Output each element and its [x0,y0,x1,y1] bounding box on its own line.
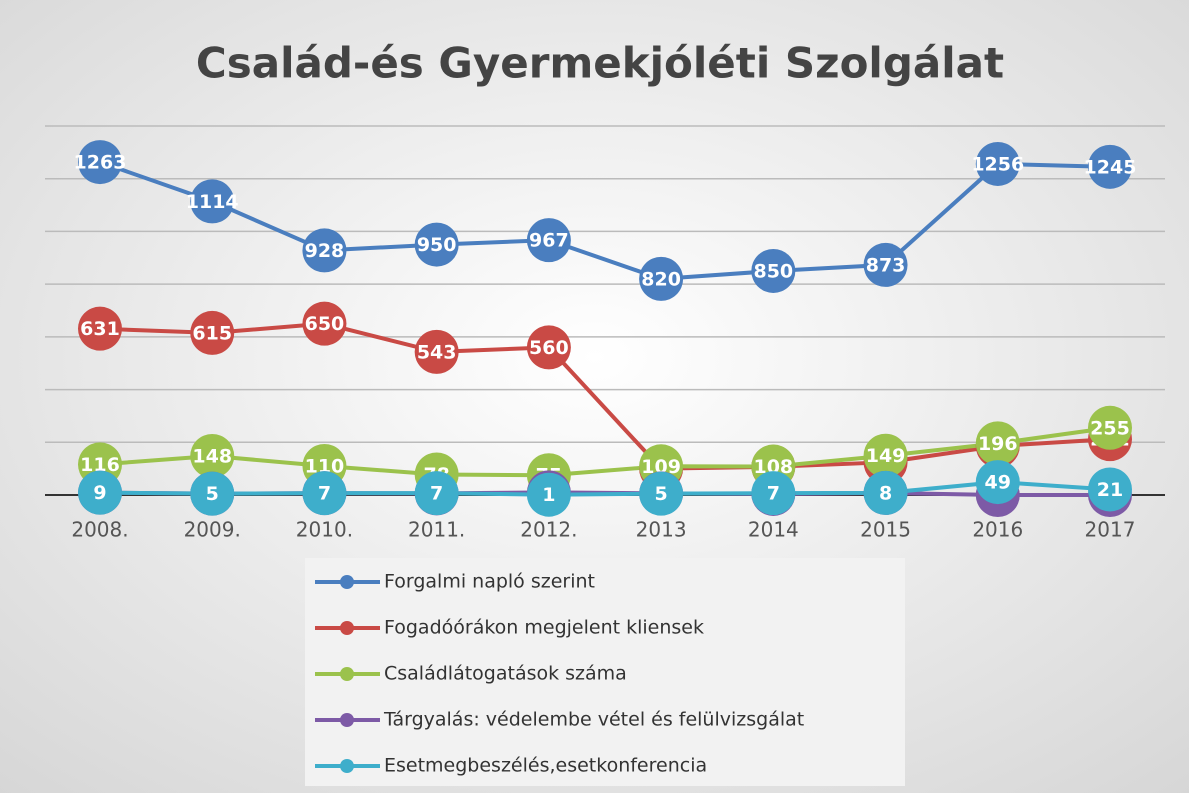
data-label: 149 [866,445,906,467]
marker [190,433,235,478]
marker [526,325,571,370]
data-label: 615 [192,322,232,344]
marker [414,222,459,267]
data-label: 1256 [971,153,1024,175]
x-tick-label: 2013 [636,518,687,542]
data-label: 8 [879,482,892,504]
marker [414,471,459,516]
marker [1088,467,1132,512]
marker [863,433,908,478]
data-label: 5 [654,483,667,505]
x-tick-label: 2009. [184,518,241,542]
data-label: 108 [753,456,793,478]
series-line [99,425,1111,478]
data-label: 5 [206,483,219,505]
data-label: 950 [417,234,457,256]
marker [302,228,347,273]
series-line [99,480,1111,497]
marker [639,256,684,301]
marker [1088,405,1132,450]
data-label: 7 [430,483,443,505]
legend-label: Esetmegbeszélés,esetkonferencia [384,755,707,777]
legend-box [305,558,905,786]
data-label: 1 [542,484,555,506]
marker [190,310,235,355]
marker [302,471,347,516]
x-tick-label: 2016 [972,518,1023,542]
data-label: 543 [417,341,457,363]
marker [751,471,796,516]
marker [1088,144,1132,189]
marker [190,471,235,516]
marker [414,329,459,374]
x-tick-label: 2014 [748,518,799,542]
data-label: 110 [305,456,345,478]
data-label: 560 [529,337,569,359]
data-label: 21 [1097,479,1123,501]
data-label: 873 [866,254,906,276]
marker [78,306,122,351]
data-label: 1245 [1084,156,1137,178]
data-label: 109 [641,456,681,478]
data-label: 49 [985,472,1011,494]
legend-label: Fogadóórákon megjelent kliensek [384,617,704,639]
data-label: 928 [305,240,345,262]
data-label: 255 [1090,417,1130,439]
legend-label: Forgalmi napló szerint [384,571,595,593]
x-tick-label: 2012. [520,518,577,542]
marker [78,470,122,515]
data-label: 631 [80,318,120,340]
legend-label: Tárgyalás: védelembe vétel és felülvizsg… [383,709,804,731]
marker [751,248,796,293]
marker [526,472,571,517]
data-label: 148 [192,445,232,467]
data-label: 650 [305,313,345,335]
legend-label: Családlátogatások száma [384,663,627,685]
data-label: 196 [978,433,1018,455]
data-label: 9 [93,482,106,504]
legend-marker [340,621,354,635]
data-label: 820 [641,268,681,290]
marker [526,218,571,263]
series-line [99,321,1111,471]
x-tick-label: 2015 [860,518,911,542]
marker [975,141,1020,186]
marker [975,460,1020,505]
marker [639,471,684,516]
x-tick-label: 2017 [1085,518,1136,542]
x-tick-label: 2011. [408,518,465,542]
marker [190,179,235,224]
x-tick-label: 2008. [71,518,128,542]
data-label: 1114 [186,191,239,213]
data-label: 116 [80,454,120,476]
data-label: 1263 [74,152,127,174]
marker [863,242,908,287]
chart-title: Család-és Gyermekjóléti Szolgálat [196,39,1004,88]
data-label: 967 [529,230,569,252]
legend-marker [340,759,354,773]
series-line [99,160,1111,281]
marker [863,470,908,515]
legend-marker [340,575,354,589]
data-label: 850 [753,260,793,282]
marker [78,140,122,185]
legend-marker [340,713,354,727]
marker [302,301,347,346]
data-label: 7 [318,483,331,505]
legend-marker [340,667,354,681]
x-tick-label: 2010. [296,518,353,542]
marker [975,421,1020,466]
data-label: 7 [767,483,780,505]
